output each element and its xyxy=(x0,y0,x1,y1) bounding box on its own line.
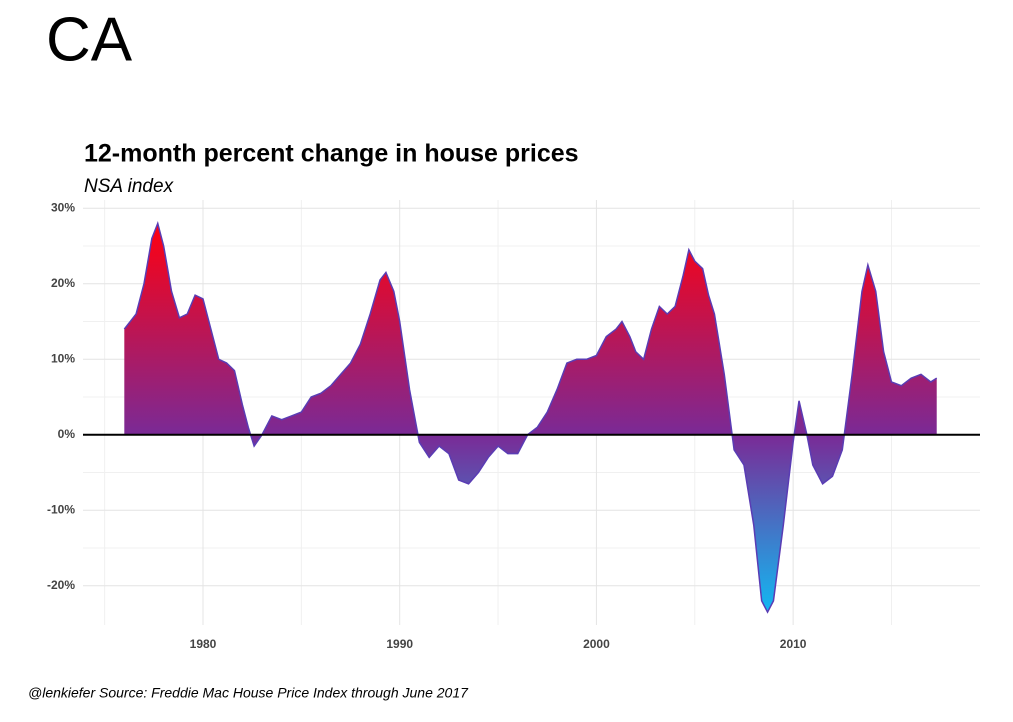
x-tick-label: 1990 xyxy=(386,637,413,651)
y-tick-label: 10% xyxy=(51,351,75,365)
y-tick-label: 0% xyxy=(58,427,76,441)
y-tick-label: 30% xyxy=(51,200,75,214)
y-tick-label: -10% xyxy=(47,502,75,516)
line xyxy=(123,220,938,614)
x-tick-label: 2010 xyxy=(780,637,807,651)
caption: @lenkiefer Source: Freddie Mac House Pri… xyxy=(28,685,469,701)
heading: CA xyxy=(46,5,133,74)
chart-title: 12-month percent change in house prices xyxy=(84,140,579,168)
x-tick-label: 2000 xyxy=(583,637,610,651)
x-tick-label: 1980 xyxy=(190,637,217,651)
y-tick-label: 20% xyxy=(51,276,75,290)
chart-subtitle: NSA index xyxy=(84,176,175,197)
y-tick-label: -20% xyxy=(47,578,75,592)
